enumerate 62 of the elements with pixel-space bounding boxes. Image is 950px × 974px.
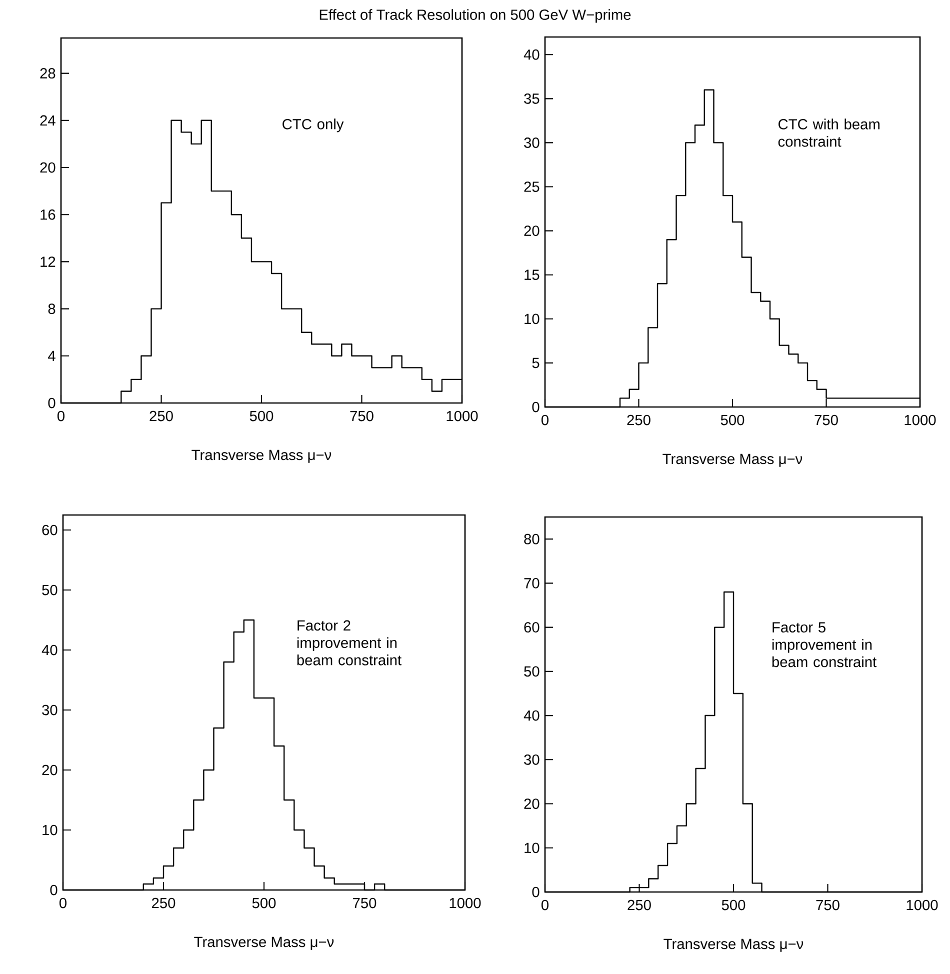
x-tick-label: 500 (252, 898, 276, 908)
y-tick-label: 10 (524, 314, 540, 324)
x-tick-label: 500 (720, 414, 744, 426)
x-tick-label: 250 (627, 414, 650, 426)
annotation: CTC with beam constraint (778, 118, 880, 147)
x-tick-label: 0 (541, 414, 548, 426)
y-tick-label: 70 (524, 578, 540, 588)
x-tick-label: 1000 (904, 414, 936, 426)
x-tick-label: 750 (816, 900, 840, 910)
x-tick-label: 750 (350, 410, 374, 422)
y-tick-label: 0 (48, 398, 56, 408)
y-tick-label: 5 (532, 358, 540, 368)
y-tick-label: 60 (524, 622, 540, 632)
annotation: Factor 5 improvement in beam constraint (772, 622, 877, 668)
x-tick-label: 0 (59, 898, 66, 908)
y-tick-label: 40 (42, 644, 58, 656)
x-tick-label: 0 (541, 900, 548, 910)
x-tick-label: 250 (152, 898, 176, 908)
y-tick-label: 8 (48, 304, 56, 314)
x-tick-label: 750 (353, 898, 376, 908)
y-tick-label: 15 (524, 270, 540, 280)
x-axis-title: Transverse Mass μ−ν (664, 938, 804, 952)
y-tick-label: 28 (40, 68, 56, 79)
x-axis-title: Transverse Mass μ−ν (662, 454, 802, 467)
y-tick-label: 0 (532, 402, 540, 412)
x-tick-label: 750 (814, 414, 838, 426)
y-tick-label: 20 (40, 162, 56, 173)
x-tick-label: 250 (150, 410, 173, 422)
y-tick-label: 35 (524, 93, 540, 104)
y-tick-label: 20 (524, 226, 540, 236)
x-tick-label: 500 (250, 410, 274, 422)
y-tick-label: 12 (40, 256, 56, 267)
y-tick-label: 24 (40, 115, 56, 126)
y-tick-label: 4 (48, 350, 56, 361)
y-tick-label: 0 (50, 884, 58, 896)
x-tick-label: 0 (57, 410, 64, 422)
y-tick-label: 50 (524, 666, 540, 677)
y-tick-label: 60 (42, 524, 58, 536)
y-tick-label: 40 (524, 49, 540, 60)
x-tick-label: 1000 (450, 898, 481, 908)
y-tick-label: 20 (42, 764, 58, 776)
x-axis-title: Transverse Mass μ−ν (192, 450, 332, 463)
y-tick-label: 25 (524, 182, 540, 192)
x-tick-label: 1000 (906, 900, 938, 910)
y-tick-label: 40 (524, 710, 540, 721)
y-tick-label: 50 (42, 584, 58, 596)
y-tick-label: 30 (524, 138, 540, 148)
annotation: CTC only (282, 118, 344, 132)
x-tick-label: 1000 (446, 410, 478, 422)
x-tick-label: 500 (722, 900, 746, 910)
annotation: Factor 2 improvement in beam constraint (297, 620, 402, 666)
x-tick-label: 250 (628, 900, 651, 910)
y-tick-label: 10 (42, 824, 58, 836)
y-tick-label: 30 (42, 704, 58, 716)
y-tick-label: 20 (524, 798, 540, 809)
x-axis-title: Transverse Mass μ−ν (194, 936, 334, 950)
y-tick-label: 30 (524, 754, 540, 765)
y-tick-label: 0 (532, 886, 540, 898)
chart-title: Effect of Track Resolution on 500 GeV W−prime (320, 9, 631, 23)
y-tick-label: 10 (524, 842, 540, 854)
y-tick-label: 16 (40, 209, 56, 220)
y-tick-label: 80 (524, 534, 540, 544)
